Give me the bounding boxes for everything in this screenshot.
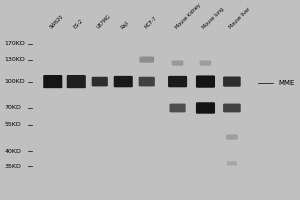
Text: 55KD: 55KD: [4, 122, 21, 127]
FancyBboxPatch shape: [196, 75, 215, 88]
Text: 100KD: 100KD: [4, 79, 25, 84]
FancyBboxPatch shape: [114, 76, 133, 87]
FancyBboxPatch shape: [226, 134, 238, 140]
FancyBboxPatch shape: [67, 75, 86, 88]
FancyBboxPatch shape: [172, 60, 183, 66]
Text: 170KD: 170KD: [4, 41, 25, 46]
Text: MME: MME: [279, 80, 295, 86]
FancyBboxPatch shape: [92, 77, 108, 86]
FancyBboxPatch shape: [43, 75, 62, 88]
Text: Mouse liver: Mouse liver: [228, 6, 252, 30]
Text: U87MG: U87MG: [96, 14, 112, 30]
FancyBboxPatch shape: [227, 161, 237, 166]
Text: Mouse kidney: Mouse kidney: [174, 2, 201, 30]
FancyBboxPatch shape: [223, 76, 241, 87]
Text: ES-2: ES-2: [73, 18, 84, 30]
Text: 40KD: 40KD: [4, 149, 21, 154]
Text: 70KD: 70KD: [4, 105, 21, 110]
Text: MCF-7: MCF-7: [143, 15, 158, 30]
Bar: [157, 37, 166, 185]
FancyBboxPatch shape: [200, 60, 211, 66]
FancyBboxPatch shape: [169, 104, 186, 112]
Text: 130KD: 130KD: [4, 57, 25, 62]
Text: Raji: Raji: [120, 20, 130, 30]
FancyBboxPatch shape: [139, 77, 155, 86]
FancyBboxPatch shape: [140, 57, 154, 63]
FancyBboxPatch shape: [196, 102, 215, 114]
Text: SW620: SW620: [49, 14, 65, 30]
Text: 35KD: 35KD: [4, 164, 21, 169]
FancyBboxPatch shape: [168, 76, 187, 87]
FancyBboxPatch shape: [223, 104, 241, 112]
Text: Mouse lung: Mouse lung: [202, 6, 225, 30]
